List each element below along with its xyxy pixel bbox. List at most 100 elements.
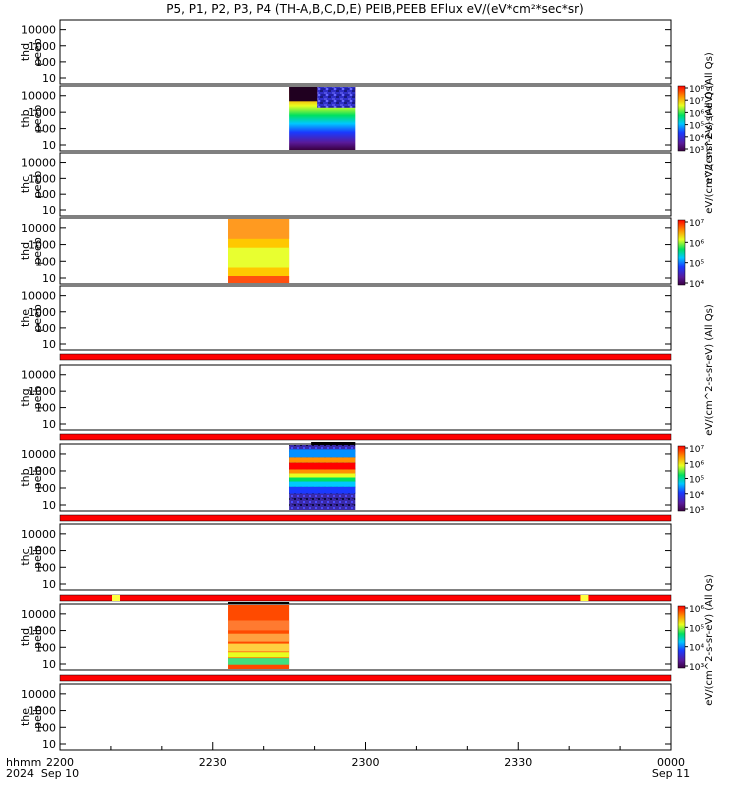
panel-frame — [59, 285, 672, 351]
y-tick-label: 10000 — [21, 24, 56, 37]
colorbar-tick-label: 10⁷ — [689, 97, 704, 107]
colorbar-tick-label: 10⁶ — [689, 239, 704, 249]
y-tick-label: 10000 — [21, 290, 56, 303]
y-tick-label: 100 — [35, 255, 56, 268]
panel-frame — [59, 523, 672, 591]
spectrogram-edge — [228, 602, 290, 604]
spectrogram-dark — [289, 87, 318, 102]
spectrogram-band — [289, 462, 356, 470]
y-tick-label: 100 — [35, 721, 56, 734]
y-tick-label: 100 — [35, 56, 56, 69]
spectrogram-band — [228, 633, 290, 642]
colorbar-tick-label: 10⁵ — [689, 122, 704, 132]
y-tick-label: 10000 — [21, 369, 56, 382]
y-tick-label: 1000 — [28, 306, 56, 319]
colorbar-stack: 10³ 10⁴ 10⁵ 10⁶ 10⁷ 10⁸ eV/(cm^2-s-sr-eV) (All… — [677, 52, 715, 706]
panel-label-product: peib — [31, 386, 44, 410]
spectrogram-band — [228, 620, 290, 631]
y-tick-label: 10000 — [21, 448, 56, 461]
y-tick-label: 10 — [42, 204, 56, 217]
y-tick-label: 10000 — [21, 157, 56, 170]
y-tick-label: 10 — [42, 658, 56, 671]
y-tick-label: 100 — [35, 123, 56, 136]
panel-label: thepeeb — [19, 304, 44, 332]
panel-label-product: peib — [31, 705, 44, 729]
panel-label: thdpeeb — [19, 38, 44, 66]
panel-frame — [59, 443, 672, 512]
panel-frame — [59, 152, 672, 217]
x-tick-date: Sep 10 — [41, 767, 79, 780]
spectrogram-panel: 10 100 1000 10000 thbpeeb — [19, 85, 672, 152]
panel-label-probe: thc — [19, 548, 32, 565]
y-tick-label: 10 — [42, 338, 56, 351]
y-tick-label: 10 — [42, 578, 56, 591]
figure-title: P5, P1, P2, P3, P4 (TH-A,B,C,D,E) PEIB,P… — [166, 2, 583, 16]
y-tick-label: 10 — [42, 139, 56, 152]
panel-label-probe: the — [19, 309, 32, 327]
flag-bar — [59, 674, 672, 682]
x-tick-label: 2300 — [352, 756, 380, 769]
y-tick-label: 10 — [42, 738, 56, 751]
spectrogram-panel: 10 100 1000 10000 thbpeib — [19, 442, 672, 512]
panel-label-probe: thb — [19, 109, 32, 127]
spectrogram-band — [289, 449, 356, 458]
colorbar-tick-label: 10⁶ — [689, 460, 704, 470]
panel-frame — [59, 217, 672, 285]
colorbar-scale — [677, 605, 686, 669]
colorbar-tick-label: 10⁸ — [689, 85, 704, 95]
x-tick-label: 2200 — [46, 756, 74, 769]
spectrogram-band — [289, 481, 356, 487]
colorbar-scale — [677, 445, 686, 512]
spectrogram-panel: 10 100 1000 10000 thcpeib — [19, 523, 672, 591]
panel-label: thbpeeb — [19, 105, 44, 133]
colorbar-tick-label: 10⁵ — [689, 260, 704, 270]
panel-label-product: peeb — [31, 171, 44, 199]
panel-label: thdpeib — [19, 625, 44, 649]
spectrogram-panel: 10 100 1000 10000 thepeib — [19, 683, 672, 751]
colorbar: 10³ 10⁴ 10⁵ 10⁶ 10⁷ 10⁸ eV/(cm^2-s-sr-eV) (All… — [677, 52, 715, 184]
colorbar-tick-label: 10⁷ — [689, 219, 704, 229]
colorbar-scale — [677, 219, 686, 286]
panel-label-product: peib — [31, 545, 44, 569]
x-tick-label: 0000 — [657, 756, 685, 769]
flag-highlight — [112, 595, 121, 601]
y-tick-label: 1000 — [28, 106, 56, 119]
spectrogram-band — [228, 219, 290, 239]
colorbar-tick-label: 10³ — [689, 146, 704, 156]
y-tick-label: 100 — [35, 188, 56, 201]
spectrogram-panel: 10 100 1000 10000 thdpeib — [19, 602, 672, 671]
y-tick-label: 10000 — [21, 608, 56, 621]
y-tick-label: 100 — [35, 482, 56, 495]
spectrogram-band — [289, 469, 356, 474]
flag-bar — [59, 433, 672, 441]
x-tick-date: Sep 11 — [652, 767, 690, 780]
y-tick-label: 1000 — [28, 239, 56, 252]
flag-highlight — [580, 595, 589, 601]
spectrogram-panel: 10 100 1000 10000 thgpeib — [19, 364, 672, 431]
y-tick-label: 1000 — [28, 625, 56, 638]
panel-label: thbpeib — [19, 466, 44, 490]
colorbar-tick-label: 10³ — [689, 663, 704, 673]
colorbar-tick-label: 10⁶ — [689, 605, 704, 615]
panel-label-probe: thd — [19, 43, 32, 61]
panel-label-product: peeb — [31, 105, 44, 133]
y-tick-label: 10000 — [21, 222, 56, 235]
y-tick-label: 100 — [35, 402, 56, 415]
colorbar-scale — [677, 85, 686, 152]
flag-bar — [59, 594, 672, 602]
colorbar-tick-label: 10⁵ — [689, 624, 704, 634]
panel-frame — [59, 364, 672, 431]
panel-label-product: peeb — [31, 304, 44, 332]
y-tick-label: 10000 — [21, 688, 56, 701]
colorbar-tick-label: 10⁴ — [689, 491, 704, 501]
y-tick-label: 10000 — [21, 90, 56, 103]
colorbar-tick-label: 10⁶ — [689, 109, 704, 119]
panel-frame — [59, 603, 672, 671]
colorbar-label: eV/(cm^2-s-sr-eV) (All Qs) — [704, 304, 715, 436]
spectrogram-band — [228, 658, 290, 665]
